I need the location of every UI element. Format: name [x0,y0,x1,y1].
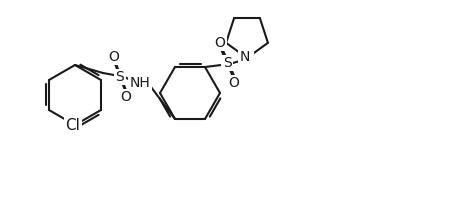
Text: Cl: Cl [66,118,81,134]
Text: O: O [108,50,119,64]
Text: S: S [223,56,232,70]
Text: S: S [116,70,125,84]
Text: O: O [214,36,225,50]
Text: O: O [120,90,131,104]
Text: N: N [240,50,250,64]
Text: O: O [229,76,239,90]
Text: NH: NH [130,76,150,90]
Text: N: N [242,51,252,65]
